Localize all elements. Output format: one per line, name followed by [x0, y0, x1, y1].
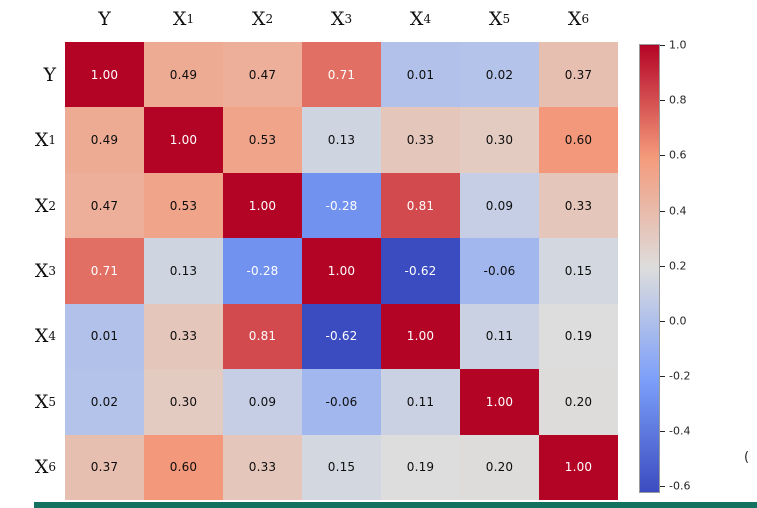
- heatmap-cell: 0.20: [460, 434, 539, 500]
- heatmap-cell: 0.47: [65, 172, 144, 239]
- heatmap-cell: 1.00: [144, 107, 223, 173]
- heatmap-cell: 0.19: [381, 434, 460, 500]
- colorbar-tick-label: 1.0: [669, 38, 687, 52]
- heatmap-cell: 0.33: [381, 107, 460, 173]
- heatmap-cell: 0.53: [144, 172, 223, 239]
- heatmap-cell: -0.28: [223, 238, 302, 304]
- heatmap-cell: 0.01: [381, 42, 460, 108]
- heatmap-cell: 0.49: [144, 42, 223, 108]
- heatmap-cell: 0.02: [460, 42, 539, 108]
- heatmap-cell: 0.15: [302, 434, 381, 500]
- row-label-y: Y: [43, 63, 56, 86]
- heatmap-cell: -0.62: [381, 238, 460, 304]
- colorbar-tick-label: 0.6: [669, 148, 687, 162]
- heatmap-cell: 0.37: [539, 42, 618, 108]
- heatmap-cell: 0.60: [539, 107, 618, 173]
- heatmap-cell: 0.81: [223, 303, 302, 370]
- heatmap-cell: 0.30: [460, 107, 539, 173]
- heatmap-cell: 0.71: [302, 42, 381, 108]
- heatmap-cell: 1.00: [539, 434, 618, 500]
- colorbar-tick-mark: [660, 155, 665, 157]
- colorbar-tick-label: 0.2: [669, 259, 687, 273]
- heatmap-cell: 0.30: [144, 369, 223, 435]
- heatmap-cell: 0.13: [302, 107, 381, 173]
- heatmap-cell: 0.02: [65, 369, 144, 435]
- heatmap-cell: 0.11: [460, 303, 539, 370]
- heatmap-cell: 0.37: [65, 434, 144, 500]
- heatmap-cell: -0.28: [302, 172, 381, 239]
- heatmap-grid: 1.00 0.49 0.47 0.71 0.01 0.02 0.37 0.49 1.00 0.53…: [65, 42, 618, 500]
- colorbar: [639, 44, 660, 493]
- heatmap-cell: 0.53: [223, 107, 302, 173]
- heatmap-cell: 0.15: [539, 238, 618, 304]
- heatmap-cell: 0.19: [539, 303, 618, 370]
- colorbar-tick-label: 0.8: [669, 93, 687, 107]
- heatmap-cell: 0.81: [381, 172, 460, 239]
- colorbar-tick-label: 0.0: [669, 314, 687, 328]
- heatmap-cell: 0.49: [65, 107, 144, 173]
- colorbar-tick-mark: [660, 376, 665, 378]
- heatmap-cell: 0.33: [539, 172, 618, 239]
- heatmap-cell: 0.13: [144, 238, 223, 304]
- heatmap-cell: 1.00: [302, 238, 381, 304]
- heatmap-cell: 0.33: [223, 434, 302, 500]
- colorbar-tick-mark: [660, 431, 665, 433]
- colorbar-tick-mark: [660, 320, 665, 322]
- heatmap-cell: 1.00: [65, 42, 144, 108]
- heatmap-cell: 0.20: [539, 369, 618, 435]
- colorbar-stray-glyph: (: [744, 450, 750, 465]
- colorbar-tick-label: -0.2: [669, 369, 691, 383]
- heatmap-cell: -0.62: [302, 303, 381, 370]
- heatmap-cell: 0.09: [460, 172, 539, 239]
- col-label-y: Y: [98, 8, 111, 30]
- colorbar-tick-label: 0.4: [669, 204, 687, 218]
- colorbar-tick-label: -0.4: [669, 424, 691, 438]
- heatmap-cell: 1.00: [460, 369, 539, 435]
- colorbar-tick-label: -0.6: [669, 479, 691, 493]
- bottom-edge-strip: [34, 502, 757, 508]
- heatmap-cell: -0.06: [302, 369, 381, 435]
- heatmap-cell: -0.06: [460, 238, 539, 304]
- heatmap-cell: 0.60: [144, 434, 223, 500]
- colorbar-tick-mark: [660, 100, 665, 102]
- heatmap-cell: 0.09: [223, 369, 302, 435]
- heatmap-cell: 1.00: [223, 172, 302, 239]
- colorbar-tick-mark: [660, 210, 665, 212]
- colorbar-tick-mark: [660, 45, 665, 46]
- heatmap-cell: 0.33: [144, 303, 223, 370]
- colorbar-tick-mark: [660, 265, 665, 267]
- heatmap-cell: 0.71: [65, 238, 144, 304]
- heatmap-cell: 0.01: [65, 303, 144, 370]
- heatmap-cell: 0.11: [381, 369, 460, 435]
- heatmap-cell: 0.47: [223, 42, 302, 108]
- colorbar-tick-mark: [660, 486, 665, 488]
- heatmap-cell: 1.00: [381, 303, 460, 370]
